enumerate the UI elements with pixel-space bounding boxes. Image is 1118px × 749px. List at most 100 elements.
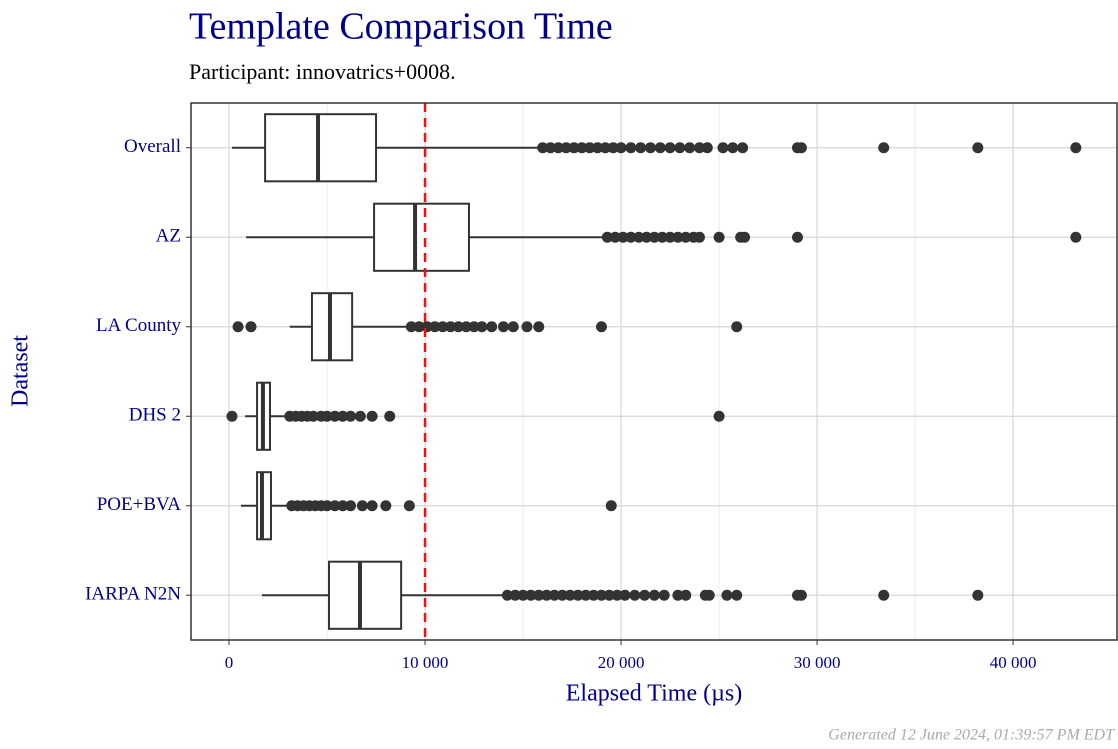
outlier: [366, 500, 378, 512]
outlier: [680, 231, 692, 243]
y-tick-label: Overall: [124, 136, 181, 157]
outlier: [356, 500, 368, 512]
outlier: [497, 321, 509, 333]
outlier: [517, 589, 529, 601]
outlier: [537, 142, 549, 154]
outlier: [629, 589, 641, 601]
outlier: [580, 589, 592, 601]
y-axis-label: Dataset: [8, 335, 34, 407]
outlier: [737, 142, 749, 154]
outlier: [337, 410, 349, 422]
outlier: [607, 142, 619, 154]
y-tick-label: IARPA N2N: [85, 584, 181, 605]
outlier: [644, 142, 656, 154]
outlier: [354, 410, 366, 422]
chart-subtitle: Participant: innovatrics+0008.: [189, 59, 456, 84]
outlier: [619, 589, 631, 601]
outlier: [548, 589, 560, 601]
x-axis-label: Elapsed Time (µs): [566, 681, 743, 707]
outlier: [307, 410, 319, 422]
outlier: [595, 321, 607, 333]
box: [310, 292, 354, 362]
outlier: [429, 321, 441, 333]
outlier: [654, 142, 666, 154]
outlier: [226, 410, 238, 422]
outlier: [556, 589, 568, 601]
outlier: [721, 589, 733, 601]
outlier: [1070, 231, 1082, 243]
outlier: [791, 231, 803, 243]
outlier: [366, 410, 378, 422]
outlier: [635, 142, 647, 154]
outlier: [674, 142, 686, 154]
outlier: [684, 142, 696, 154]
outlier: [533, 321, 545, 333]
outlier: [656, 231, 668, 243]
outlier: [599, 142, 611, 154]
outlier: [701, 142, 713, 154]
outlier: [501, 589, 513, 601]
outlier: [641, 231, 653, 243]
outlier: [648, 231, 660, 243]
outlier: [680, 589, 692, 601]
outlier: [727, 142, 739, 154]
outlier: [795, 589, 807, 601]
footer: Generated 12 June 2024, 01:39:57 PM EDT: [828, 727, 1115, 744]
x-tick-label: 0: [225, 653, 234, 672]
outlier: [460, 321, 472, 333]
outlier: [713, 231, 725, 243]
outlier: [739, 231, 751, 243]
outlier: [560, 142, 572, 154]
outlier: [576, 142, 588, 154]
box: [264, 113, 378, 183]
outlier: [592, 142, 604, 154]
outlier: [617, 231, 629, 243]
outlier: [664, 142, 676, 154]
outlier: [609, 231, 621, 243]
outlier: [509, 589, 521, 601]
outlier: [321, 410, 333, 422]
outlier: [633, 231, 645, 243]
outlier: [795, 142, 807, 154]
chart-title: Template Comparison Time: [189, 6, 613, 48]
outlier: [713, 410, 725, 422]
outlier: [972, 142, 984, 154]
outlier: [693, 142, 705, 154]
outlier: [615, 142, 627, 154]
outlier: [405, 321, 417, 333]
outlier: [625, 142, 637, 154]
x-tick-label: 30 000: [794, 653, 841, 672]
box: [256, 471, 272, 541]
outlier: [731, 321, 743, 333]
outlier: [232, 321, 244, 333]
outlier: [384, 410, 396, 422]
outlier: [468, 321, 480, 333]
outlier: [658, 589, 670, 601]
outlier: [972, 589, 984, 601]
outlier: [672, 589, 684, 601]
y-tick-label: LA County: [96, 315, 181, 336]
plot-border: [190, 102, 1118, 641]
outlier: [437, 321, 449, 333]
x-tick-label: 20 000: [598, 653, 645, 672]
outlier: [545, 142, 557, 154]
outlier: [601, 231, 613, 243]
outlier: [603, 589, 615, 601]
outlier: [329, 410, 341, 422]
y-tick-label: DHS 2: [129, 405, 181, 426]
box: [327, 560, 403, 630]
outlier: [568, 142, 580, 154]
outlier: [445, 321, 457, 333]
box: [373, 202, 470, 272]
outlier: [541, 589, 553, 601]
outlier: [584, 142, 596, 154]
outlier: [717, 142, 729, 154]
outlier: [552, 142, 564, 154]
outlier: [413, 321, 425, 333]
outlier: [403, 500, 415, 512]
outlier: [507, 321, 519, 333]
x-tick-label: 10 000: [402, 653, 449, 672]
outlier: [533, 589, 545, 601]
outlier: [595, 589, 607, 601]
